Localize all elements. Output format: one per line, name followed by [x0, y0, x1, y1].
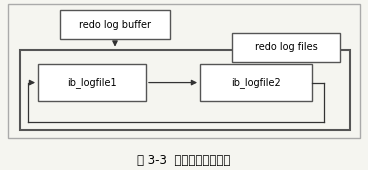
Text: redo log files: redo log files	[255, 42, 317, 53]
Bar	[60, 10, 170, 39]
Bar	[38, 64, 146, 101]
Bar	[20, 49, 350, 130]
Text: ib_logfile1: ib_logfile1	[67, 77, 117, 88]
Text: ib_logfile2: ib_logfile2	[231, 77, 281, 88]
Bar	[232, 33, 340, 62]
Text: redo log buffer: redo log buffer	[79, 20, 151, 30]
Text: 图 3-3  重做日志写入过程: 图 3-3 重做日志写入过程	[137, 154, 231, 167]
Bar	[200, 64, 312, 101]
